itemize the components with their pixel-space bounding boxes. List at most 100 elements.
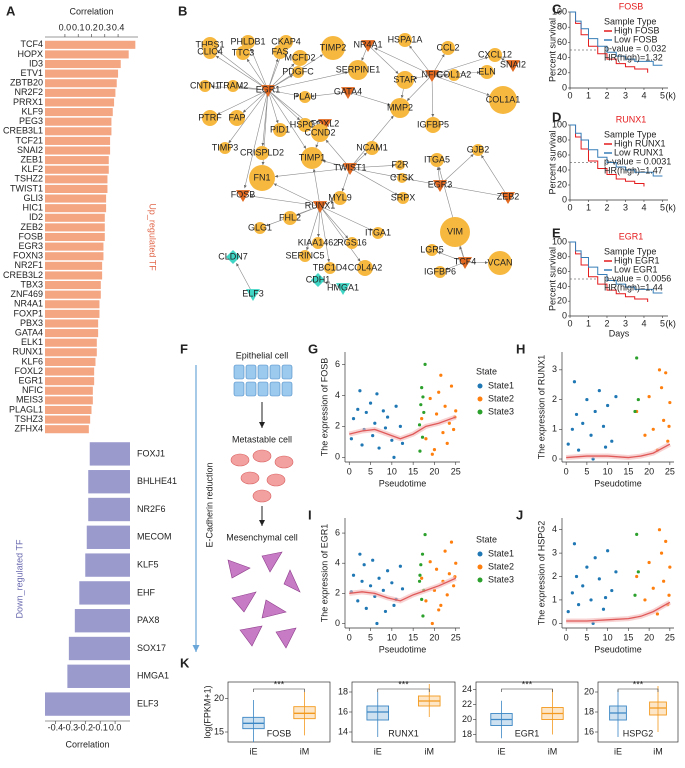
data-point [662, 418, 666, 422]
data-point [424, 599, 428, 603]
data-point [420, 417, 424, 421]
network-node [397, 192, 409, 204]
category-label: ID2 [29, 212, 43, 222]
network-node [312, 237, 324, 249]
legend-label: Low RUNX1 [614, 147, 664, 157]
x-tick-label: 15 [623, 466, 633, 476]
data-point [430, 621, 434, 626]
data-point [392, 455, 396, 459]
data-point [385, 569, 390, 573]
node-label: FHL2 [279, 212, 301, 222]
bar [45, 223, 105, 232]
data-point [434, 567, 439, 571]
significance-label: *** [522, 679, 533, 689]
significance-bracket [377, 688, 430, 692]
network-node [219, 142, 231, 154]
network-node [441, 41, 455, 55]
trend-line [349, 416, 456, 440]
network-edge [267, 89, 301, 121]
data-point [668, 400, 672, 405]
data-point [597, 389, 601, 393]
x-unit: (k) [665, 90, 676, 100]
significance-label: *** [633, 679, 644, 689]
network-node [227, 80, 239, 92]
network-edge [310, 91, 349, 98]
bar [45, 377, 95, 386]
network-node [434, 266, 446, 278]
y-axis-label: The expression of RUNX1 [536, 355, 546, 460]
network-node [396, 71, 414, 89]
bar [45, 405, 92, 415]
data-point [420, 552, 425, 556]
network-edge [349, 167, 398, 196]
bar [45, 357, 96, 366]
data-point [643, 433, 647, 437]
node-label: COL1A2 [437, 69, 472, 79]
data-point [445, 593, 449, 597]
gene-label: FOSB [619, 1, 644, 11]
x-tick-label: 25 [665, 632, 675, 642]
data-point [597, 577, 601, 581]
category-label: FOXP1 [13, 308, 43, 318]
x-tick-label: 4 [641, 202, 646, 212]
network-node [506, 60, 520, 72]
data-point [647, 394, 651, 399]
data-point [377, 446, 381, 450]
bar [86, 525, 130, 549]
y-tick-label: 100 [552, 236, 567, 246]
plot-frame [475, 681, 579, 743]
stat-label: HR(high)=1.47 [604, 165, 663, 175]
network-node [501, 192, 515, 204]
data-point [636, 397, 640, 402]
node-label: PHLDB1 [230, 36, 265, 46]
network-node [236, 46, 250, 60]
data-point [585, 565, 589, 569]
data-point [572, 380, 577, 384]
y-tick-label: 18 [338, 686, 348, 696]
significance-bracket [501, 688, 553, 692]
x-tick-label: 20 [429, 466, 439, 476]
bar [45, 69, 119, 78]
data-point [454, 409, 458, 413]
gene-label: RUNX1 [388, 728, 419, 738]
panel-letter: E [552, 225, 561, 240]
bar [79, 581, 130, 605]
x-tick-label: 15 [408, 632, 418, 642]
data-point [572, 542, 577, 546]
stat-label: p-value = 0.032 [604, 43, 666, 53]
data-point [447, 421, 451, 425]
bar [45, 175, 108, 184]
x-tick-label: 2 [604, 90, 609, 100]
category-label: RUNX1 [12, 347, 43, 357]
data-point [437, 608, 441, 612]
legend-swatch [477, 577, 483, 583]
network-node [395, 160, 405, 170]
node-label: FAP [228, 112, 245, 122]
mesenchymal-cells [227, 551, 301, 649]
legend-label: Low FOSB [614, 34, 658, 44]
y-tick-label: 40 [557, 52, 567, 62]
x-tick-label: 0.1 [72, 22, 85, 32]
network-node [472, 144, 484, 156]
y-tick-label: 2 [335, 588, 340, 598]
network-node [246, 289, 260, 301]
y-tick-label: 20 [557, 67, 567, 77]
bar [45, 386, 93, 395]
network-node [488, 48, 502, 62]
y-tick-label: 1 [552, 424, 557, 434]
legend-title: Sample Type [604, 246, 656, 256]
category-label: NR2F2 [14, 87, 43, 97]
bar [45, 692, 130, 716]
data-point [651, 427, 655, 431]
bar [45, 194, 107, 203]
network-node [226, 250, 240, 264]
y-tick-label: 2 [552, 571, 557, 581]
network-edge [480, 154, 509, 198]
node-label: PDGFC [282, 66, 314, 76]
bar [45, 184, 108, 193]
bar [45, 136, 111, 145]
data-point [633, 409, 637, 414]
legend-swatch [477, 551, 483, 557]
bar [74, 609, 130, 633]
network-node [489, 86, 517, 114]
